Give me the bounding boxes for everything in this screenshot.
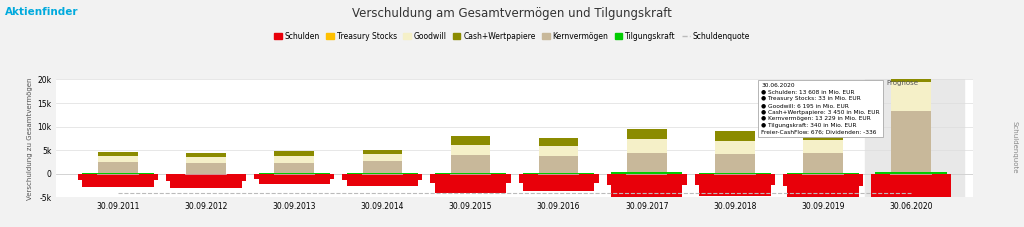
- Text: Verschuldung am Gesamtvermögen und Tilgungskraft: Verschuldung am Gesamtvermögen und Tilgu…: [352, 7, 672, 20]
- Bar: [694, 174, 714, 185]
- Bar: [787, 173, 859, 174]
- Bar: [756, 174, 775, 185]
- Bar: [315, 174, 335, 179]
- Bar: [274, 163, 314, 174]
- Bar: [871, 174, 891, 206]
- Bar: [699, 173, 770, 174]
- Bar: [451, 145, 490, 155]
- Bar: [166, 174, 185, 181]
- Bar: [98, 156, 138, 162]
- Bar: [891, 82, 931, 111]
- Text: Aktienfinder: Aktienfinder: [5, 7, 79, 17]
- Bar: [611, 174, 682, 197]
- Bar: [803, 129, 843, 140]
- Bar: [787, 174, 859, 197]
- Bar: [699, 174, 770, 196]
- Bar: [865, 79, 964, 197]
- Bar: [98, 152, 138, 156]
- Bar: [580, 174, 599, 183]
- Bar: [347, 173, 418, 174]
- Bar: [844, 174, 863, 186]
- Bar: [451, 136, 490, 145]
- Bar: [606, 174, 626, 185]
- Bar: [803, 140, 843, 153]
- Bar: [403, 174, 423, 180]
- Bar: [170, 174, 242, 188]
- Bar: [523, 173, 594, 174]
- Text: Schuldenquote: Schuldenquote: [1012, 121, 1018, 174]
- Bar: [82, 174, 154, 187]
- Bar: [430, 174, 450, 183]
- Bar: [932, 174, 951, 206]
- Bar: [254, 174, 273, 179]
- Bar: [362, 154, 402, 161]
- Bar: [891, 111, 931, 174]
- Y-axis label: Verschuldung zu Gesamtvermögen: Verschuldung zu Gesamtvermögen: [28, 77, 33, 200]
- Bar: [82, 173, 154, 174]
- Bar: [783, 174, 802, 186]
- Bar: [362, 150, 402, 154]
- Bar: [803, 153, 843, 174]
- Bar: [227, 174, 246, 181]
- Text: Prognose: Prognose: [887, 80, 919, 86]
- Bar: [435, 174, 506, 193]
- Bar: [523, 174, 594, 191]
- Bar: [362, 161, 402, 174]
- Bar: [186, 163, 226, 174]
- Bar: [539, 146, 579, 156]
- Bar: [274, 151, 314, 156]
- Bar: [435, 173, 506, 174]
- Bar: [186, 157, 226, 163]
- Bar: [715, 154, 755, 174]
- Legend: Schulden, Treasury Stocks, Goodwill, Cash+Wertpapiere, Kernvermögen, Tilgungskra: Schulden, Treasury Stocks, Goodwill, Cas…: [271, 29, 753, 44]
- Bar: [715, 141, 755, 154]
- Bar: [627, 129, 667, 139]
- Bar: [539, 138, 579, 146]
- Bar: [627, 153, 667, 174]
- Bar: [627, 139, 667, 153]
- Bar: [539, 156, 579, 174]
- Bar: [611, 172, 682, 174]
- Bar: [876, 172, 947, 174]
- Bar: [668, 174, 687, 185]
- Bar: [259, 173, 330, 174]
- Bar: [274, 156, 314, 163]
- Bar: [78, 174, 97, 180]
- Bar: [138, 174, 158, 180]
- Bar: [186, 153, 226, 157]
- Bar: [715, 131, 755, 141]
- Bar: [891, 66, 931, 82]
- Bar: [98, 162, 138, 174]
- Bar: [518, 174, 538, 183]
- Text: 30.06.2020
● Schulden: 13 608 in Mio. EUR
● Treasury Stocks: 33 in Mio. EUR
● Go: 30.06.2020 ● Schulden: 13 608 in Mio. EU…: [761, 83, 880, 134]
- Bar: [347, 174, 418, 186]
- Bar: [342, 174, 361, 180]
- Bar: [492, 174, 511, 183]
- Bar: [451, 155, 490, 174]
- Bar: [259, 174, 330, 184]
- Bar: [876, 174, 947, 227]
